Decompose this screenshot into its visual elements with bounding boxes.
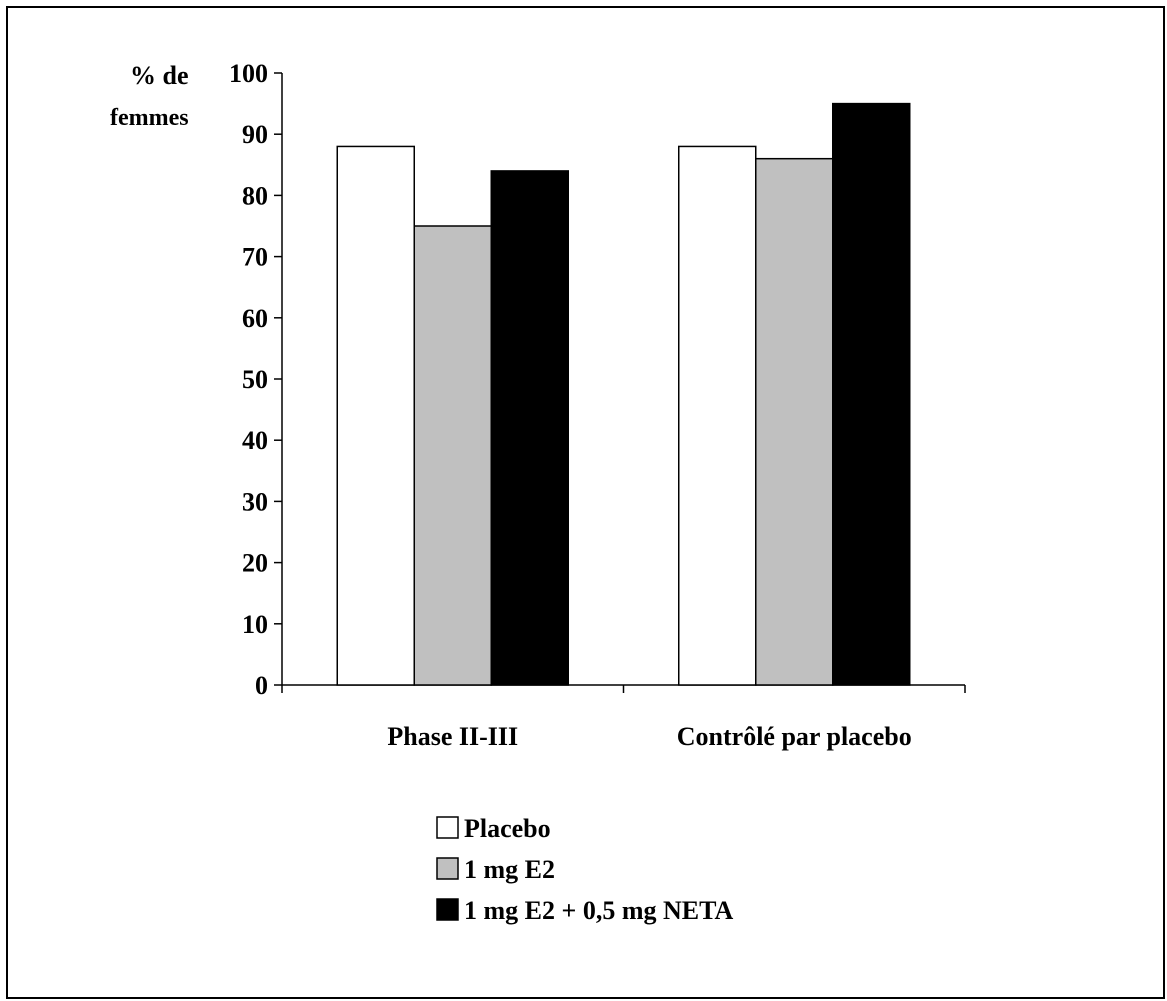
y-tick-label: 0 — [255, 671, 268, 700]
y-tick-label: 30 — [242, 487, 268, 516]
bar-3-1 — [490, 170, 569, 686]
x-tick-label: Phase II-III — [387, 722, 518, 751]
legend-label-1: Placebo — [464, 814, 551, 843]
legend-swatch-2 — [436, 857, 459, 880]
bars — [336, 102, 911, 686]
bar-2-1 — [413, 225, 492, 686]
y-tick-label: 100 — [229, 59, 268, 88]
axes: 0 10 20 30 40 50 60 70 80 90 100 Phase II-III Contrô… — [229, 59, 966, 751]
legend-swatch-3 — [436, 898, 459, 921]
bar-1-1 — [336, 145, 415, 686]
y-tick-label: 40 — [242, 426, 268, 455]
y-tick-label: 50 — [242, 365, 268, 394]
chart-frame — [6, 6, 1165, 999]
bar-2-2 — [755, 157, 834, 686]
y-tick-label: 60 — [242, 304, 268, 333]
legend-swatch-1 — [436, 816, 459, 839]
legend-label-3: 1 mg E2 + 0,5 mg NETA — [464, 896, 734, 925]
y-tick-label: 90 — [242, 120, 268, 149]
bar-3-2 — [832, 102, 911, 686]
y-axis-label-line1: % de — [130, 61, 189, 90]
bar-1-2 — [678, 145, 757, 686]
y-axis-label-line2: femmes — [110, 105, 189, 131]
y-tick-label: 10 — [242, 610, 268, 639]
y-tick-label: 80 — [242, 181, 268, 210]
y-tick-label: 20 — [242, 549, 268, 578]
y-tick-label: 70 — [242, 243, 268, 272]
legend-label-2: 1 mg E2 — [464, 855, 555, 884]
x-tick-label: Contrôlé par placebo — [677, 722, 912, 751]
legend: Placebo 1 mg E2 1 mg E2 + 0,5 mg NETA — [436, 814, 734, 925]
